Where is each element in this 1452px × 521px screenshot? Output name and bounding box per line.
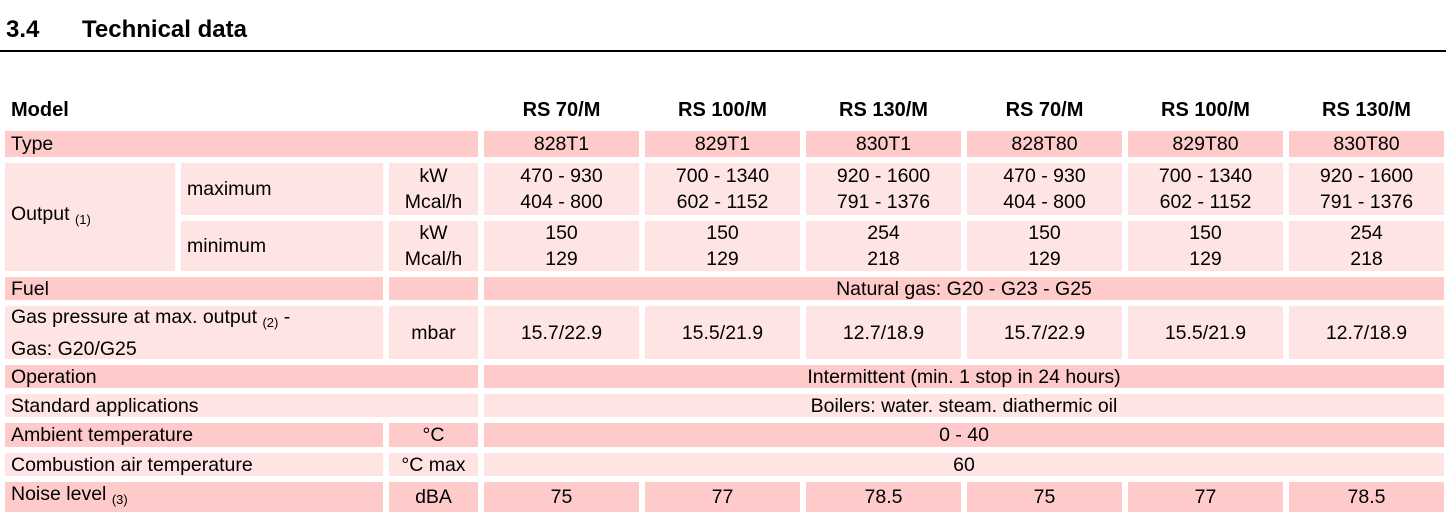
output-maximum-label: maximum bbox=[181, 163, 383, 215]
fuel-unit bbox=[389, 277, 478, 300]
noise-cell: 77 bbox=[645, 482, 800, 512]
section-heading: Technical data bbox=[82, 16, 247, 43]
fuel-value: Natural gas: G20 - G23 - G25 bbox=[484, 277, 1444, 300]
output-maximum-cell: 920 - 1600 791 - 1376 bbox=[806, 163, 961, 215]
ambient-value: 0 - 40 bbox=[484, 423, 1444, 447]
output-minimum-cell: 254 218 bbox=[1289, 221, 1444, 271]
model-header-cell: RS 70/M bbox=[1005, 99, 1084, 121]
technical-data-table: Model Type Output (1) maximum kW Mcal/h m… bbox=[5, 95, 1444, 512]
output-minimum-cell: 150 129 bbox=[967, 221, 1122, 271]
gas-pressure-cell: 12.7/18.9 bbox=[806, 306, 961, 359]
noise-cell: 75 bbox=[484, 482, 639, 512]
combustion-air-unit: °C max bbox=[389, 453, 478, 476]
operation-label: Operation bbox=[5, 365, 478, 388]
type-cell: 830T1 bbox=[806, 131, 961, 157]
applications-value: Boilers: water. steam. diathermic oil bbox=[484, 394, 1444, 417]
noise-label: Noise level (3) bbox=[5, 482, 383, 512]
model-header-cell: RS 100/M bbox=[1161, 99, 1250, 121]
title-rule bbox=[0, 50, 1446, 52]
type-cell: 829T1 bbox=[645, 131, 800, 157]
noise-cell: 75 bbox=[967, 482, 1122, 512]
applications-label: Standard applications bbox=[5, 394, 478, 417]
noise-cell: 78.5 bbox=[806, 482, 961, 512]
section-title: 3.4 Technical data bbox=[6, 16, 247, 44]
gas-pressure-cell: 15.7/22.9 bbox=[967, 306, 1122, 359]
output-minimum-units: kW Mcal/h bbox=[389, 221, 478, 271]
gas-pressure-cell: 15.5/21.9 bbox=[1128, 306, 1283, 359]
model-header-cell: RS 100/M bbox=[678, 99, 767, 121]
output-maximum-cell: 700 - 1340 602 - 1152 bbox=[1128, 163, 1283, 215]
output-minimum-cell: 254 218 bbox=[806, 221, 961, 271]
combustion-air-value: 60 bbox=[484, 453, 1444, 476]
noise-cell: 78.5 bbox=[1289, 482, 1444, 512]
gas-pressure-cell: 15.5/21.9 bbox=[645, 306, 800, 359]
output-minimum-cell: 150 129 bbox=[645, 221, 800, 271]
gas-pressure-unit: mbar bbox=[389, 306, 478, 359]
output-maximum-cell: 470 - 930 404 - 800 bbox=[967, 163, 1122, 215]
model-header-cell: RS 130/M bbox=[839, 99, 928, 121]
type-cell: 828T80 bbox=[967, 131, 1122, 157]
type-label: Type bbox=[5, 131, 478, 157]
output-maximum-cell: 470 - 930 404 - 800 bbox=[484, 163, 639, 215]
gas-pressure-cell: 12.7/18.9 bbox=[1289, 306, 1444, 359]
noise-cell: 77 bbox=[1128, 482, 1283, 512]
combustion-air-label: Combustion air temperature bbox=[5, 453, 383, 476]
ambient-unit: °C bbox=[389, 423, 478, 447]
model-header-cell: RS 130/M bbox=[1322, 99, 1411, 121]
type-cell: 828T1 bbox=[484, 131, 639, 157]
ambient-label: Ambient temperature bbox=[5, 423, 383, 447]
operation-value: Intermittent (min. 1 stop in 24 hours) bbox=[484, 365, 1444, 388]
output-maximum-cell: 700 - 1340 602 - 1152 bbox=[645, 163, 800, 215]
output-minimum-cell: 150 129 bbox=[484, 221, 639, 271]
gas-pressure-label: Gas pressure at max. output (2) - Gas: G2… bbox=[5, 306, 383, 360]
output-maximum-units: kW Mcal/h bbox=[389, 163, 478, 215]
section-number: 3.4 bbox=[6, 16, 40, 43]
model-header: Model bbox=[11, 99, 69, 121]
fuel-label: Fuel bbox=[5, 277, 383, 300]
output-label: Output (1) bbox=[5, 163, 175, 271]
model-header-cell: RS 70/M bbox=[522, 99, 601, 121]
noise-unit: dBA bbox=[389, 482, 478, 512]
type-cell: 829T80 bbox=[1128, 131, 1283, 157]
output-minimum-cell: 150 129 bbox=[1128, 221, 1283, 271]
type-cell: 830T80 bbox=[1289, 131, 1444, 157]
output-maximum-cell: 920 - 1600 791 - 1376 bbox=[1289, 163, 1444, 215]
output-minimum-label: minimum bbox=[181, 221, 383, 271]
gas-pressure-cell: 15.7/22.9 bbox=[484, 306, 639, 359]
